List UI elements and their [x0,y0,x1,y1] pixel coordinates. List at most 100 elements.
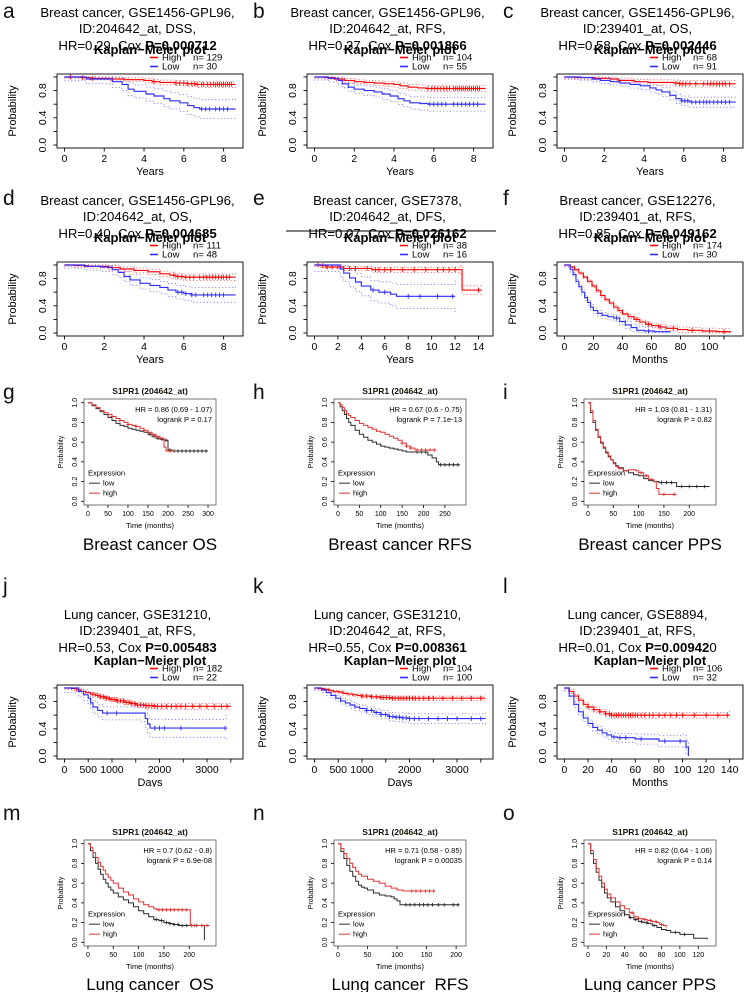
survival-curve [564,76,736,103]
panel-a: a Breast cancer, GSE1456-GPL96, ID:204642_… [0,0,251,185]
panel-o: o S1PR1 (204642_at) HR = 0.82 (0.64 - 1.06… [500,790,751,992]
title-line-stat: HR=0.85, Cox P=0.049162 [530,226,745,242]
y-tick-label: 0.0 [537,749,549,764]
logrank-annotation: logrank P = 0.17 [157,415,212,424]
legend-name: Low [662,62,680,73]
title-line-stat: HR=0.53, Cox P=0.005483 [30,640,245,656]
y-tick-label: 0.4 [37,298,49,313]
x-tick-label: 10 [426,341,438,353]
x-axis-label: Years [636,166,664,176]
curves-group [564,76,736,109]
confidence-band [64,77,236,88]
x-tick-label: 14 [473,341,485,353]
panel-letter-j: j [3,575,8,598]
x-axis-label: Months [632,354,669,364]
title-line-stat: HR=0.37, Cox P=0.001866 [280,38,495,54]
panel-letter-a: a [3,0,15,23]
x-tick-label: 0 [562,153,568,165]
y-tick-label: 0.0 [37,326,49,341]
x-tick-label: 60 [639,952,647,959]
confidence-band [64,687,232,704]
title-line-2: ID:239401_at, RFS, [579,623,696,639]
y-tick-label: 0.8 [537,271,549,286]
censor-marks [628,915,687,937]
subtitle-kaplan-meier: Kaplan−Meier plot [344,653,457,668]
panel-letter-b: b [253,0,265,23]
subtitle-kaplan-meier: Kaplan−Meier plot [594,230,707,245]
y-tick-label: 0.4 [322,898,329,908]
title-line-stat: HR=0.40, Cox P=0.004685 [30,226,245,242]
plot-box [583,839,717,947]
confidence-band [314,689,486,726]
x-tick-label: 12 [449,341,461,353]
x-tick-label: 0 [312,341,318,353]
subtitle-kaplan-meier: Kaplan−Meier plot [344,42,457,57]
curves-group [588,843,708,940]
kmplotter-plot-h: S1PR1 (204642_at)HR = 0.67 (0.6 - 0.75)l… [308,386,467,530]
x-tick-label: 80 [653,764,665,776]
legend-name: Low [662,673,680,684]
title-line-1: Breast cancer, GSE1456-GPL96, [290,5,485,20]
legend-name: Low [412,250,430,261]
survival-curve [564,687,730,716]
y-tick-label: 0.2 [72,477,79,487]
x-tick-label: 50 [109,952,117,959]
x-axis-label: Years [136,354,164,364]
legend-title: Expression [588,910,625,919]
survival-curve [64,264,236,296]
x-tick-label: 100 [701,341,719,353]
legend-n: n= 55 [443,62,467,73]
stat-prefix: HR=0.29, Cox [58,37,146,53]
plot-box [583,398,717,506]
x-tick-label: 100 [391,952,403,959]
panel-title: Breast cancer, GSE1456-GPL96, ID:204642_a… [280,5,495,54]
y-tick-label: 0.6 [572,437,579,447]
hr-annotation: HR = 0.86 (0.69 - 1.07) [135,405,212,414]
stat-prefix: HR=0.01, Cox [558,639,646,655]
censor-marks [634,317,727,335]
subtitle-kaplan-meier: Kaplan−Meier plot [594,653,707,668]
x-tick-label: 0 [62,341,68,353]
gene-title: S1PR1 (204642_at) [612,386,688,396]
censor-marks [364,708,484,721]
plot-box [333,839,467,947]
panel-caption: Lung cancer PPS [583,975,717,992]
censor-marks [630,910,664,927]
x-tick-label: 2 [101,341,107,353]
x-tick-label: 2 [351,153,357,165]
legend-name: High [412,241,432,252]
y-tick-label: 0.4 [537,721,549,736]
x-tick-label: 2000 [398,764,422,776]
title-line-2: ID:204642_at, RFS, [329,623,446,639]
hr-annotation: HR = 0.71 (0.58 - 0.85) [385,846,462,855]
y-tick-label: 0.8 [37,83,49,98]
confidence-band [314,78,486,93]
y-tick-label: 0.2 [72,918,79,928]
title-line-1: Breast cancer, GSE1456-GPL96, [40,5,235,20]
curves-group [314,76,486,113]
legend-n: n= 68 [693,53,717,64]
confidence-band [564,687,689,750]
panel-caption: Lung cancer RFS [331,975,469,992]
stat-pvalue: P=0.000712 [145,37,217,53]
title-line-1: Breast cancer, GSE1456-GPL96, [40,193,235,208]
subtitle-kaplan-meier: Kaplan−Meier plot [594,42,707,57]
logrank-annotation: logrank P = 0.82 [657,415,712,424]
panel-caption: Breast cancer OS [82,535,218,554]
plot-box [56,261,244,337]
x-tick-label: 3000 [445,764,469,776]
confidence-band [314,688,486,702]
y-tick-label: 0.6 [572,878,579,888]
hr-annotation: HR = 1.03 (0.81 - 1.31) [635,405,712,414]
panel-letter-i: i [503,381,508,404]
y-tick-label: 0.8 [287,271,299,286]
x-axis-label: Time (months) [626,962,675,971]
panel-j: j Lung cancer, GSE31210, ID:239401_at, RFS… [0,565,251,790]
legend-title: Expression [338,469,375,478]
confidence-band [64,687,227,720]
